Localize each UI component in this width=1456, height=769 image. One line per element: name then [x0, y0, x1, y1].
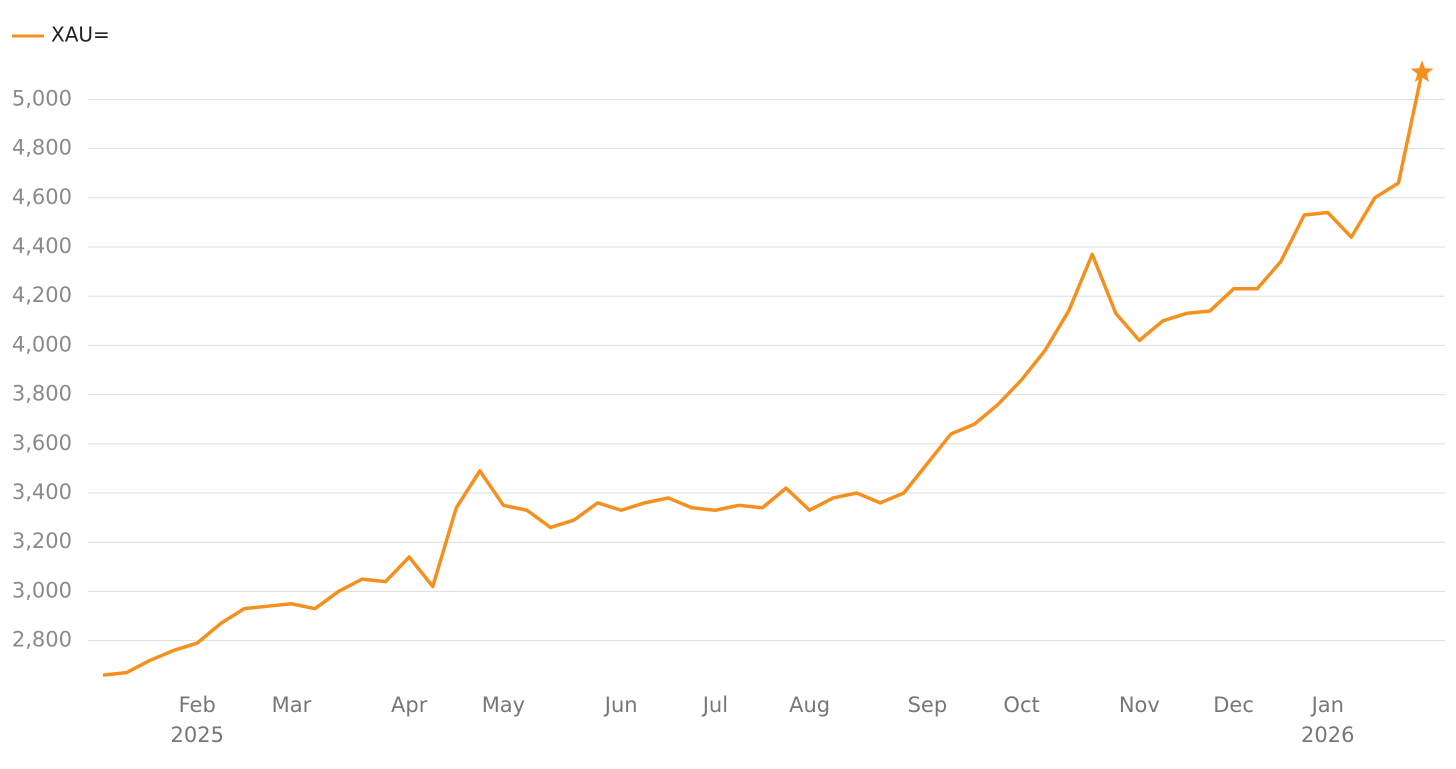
series-line: [102, 71, 1424, 677]
y-tick-label: 4,800: [12, 136, 72, 160]
x-tick-label: Dec: [1213, 693, 1254, 717]
x-tick-label: Oct: [1003, 693, 1039, 717]
y-tick-label: 3,600: [12, 431, 72, 455]
y-tick-label: 3,400: [12, 480, 72, 504]
x-tick-label: May: [482, 693, 525, 717]
y-tick-label: 3,000: [12, 578, 72, 602]
x-tick-label: Nov: [1119, 693, 1160, 717]
x-tick-sublabel: 2026: [1301, 723, 1354, 747]
x-tick-label: Jul: [701, 693, 728, 717]
last-point-marker: [1410, 60, 1434, 83]
legend-label: XAU=: [51, 23, 110, 47]
y-tick-label: 4,000: [12, 332, 72, 356]
x-tick-label: Feb: [179, 693, 216, 717]
y-tick-label: 4,600: [12, 185, 72, 209]
y-tick-label: 4,400: [12, 234, 72, 258]
x-tick-sublabel: 2025: [170, 723, 223, 747]
x-tick-label: Jan: [1310, 693, 1344, 717]
x-tick-label: Sep: [908, 693, 948, 717]
x-tick-label: Aug: [789, 693, 830, 717]
y-tick-label: 3,800: [12, 382, 72, 406]
y-tick-label: 3,200: [12, 529, 72, 553]
x-tick-label: Apr: [391, 693, 428, 717]
y-tick-label: 4,200: [12, 283, 72, 307]
x-tick-label: Jun: [603, 693, 638, 717]
y-tick-label: 2,800: [12, 628, 72, 652]
x-tick-label: Mar: [272, 693, 312, 717]
y-tick-label: 5,000: [12, 86, 72, 110]
